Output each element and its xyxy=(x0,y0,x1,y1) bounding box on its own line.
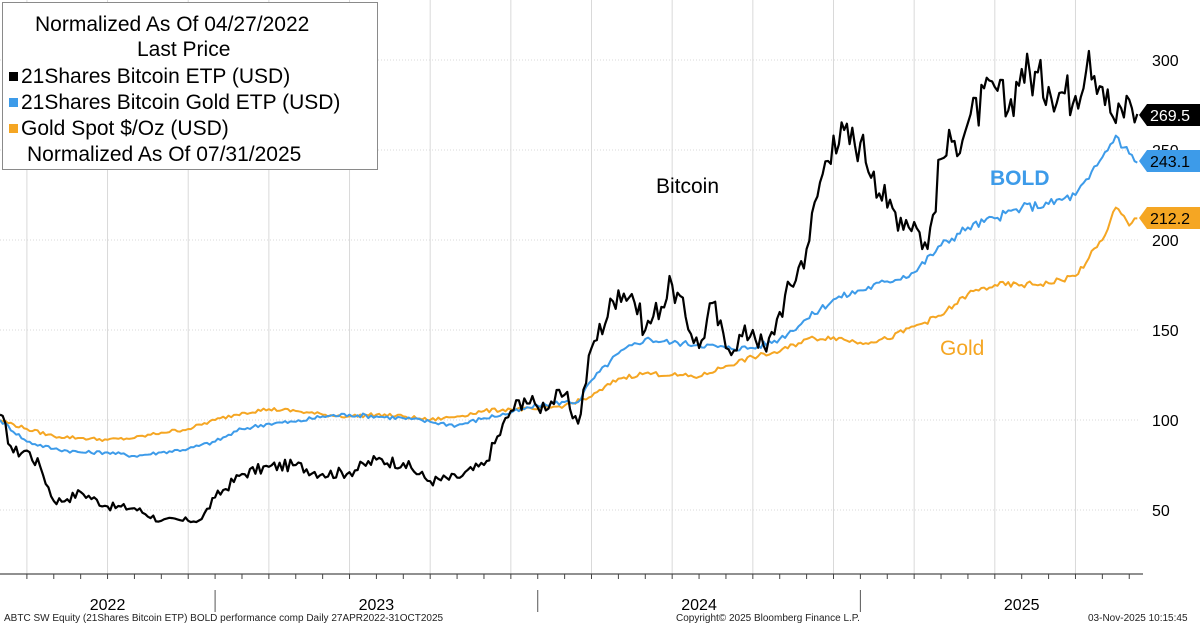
legend-title: Normalized As Of 04/27/2022 xyxy=(35,13,310,36)
last-value-tag-bitcoin: 269.5 xyxy=(1139,104,1200,126)
series-line-bitcoin xyxy=(0,49,1139,524)
last-value-bitcoin: 269.5 xyxy=(1150,108,1190,125)
footer-source: ABTC SW Equity (21Shares Bitcoin ETP) BO… xyxy=(4,613,444,624)
last-value-bold: 243.1 xyxy=(1150,154,1190,171)
x-tick-label: 2025 xyxy=(1004,597,1040,614)
legend-swatch-bold xyxy=(9,98,18,107)
y-tick-label: 150 xyxy=(1152,323,1179,340)
y-tick-label: 200 xyxy=(1152,233,1179,250)
legend: Normalized As Of 04/27/2022 Last Price 2… xyxy=(2,2,378,170)
last-value-tag-bold: 243.1 xyxy=(1139,150,1200,172)
footer-timestamp: 03-Nov-2025 10:15:45 xyxy=(1088,613,1188,624)
legend-label-bitcoin: 21Shares Bitcoin ETP (USD) xyxy=(21,65,291,88)
annotation-gold: Gold xyxy=(940,337,984,360)
legend-entry-gold: Gold Spot $/Oz (USD) xyxy=(9,117,229,141)
legend-label-gold: Gold Spot $/Oz (USD) xyxy=(21,117,229,140)
legend-swatch-gold xyxy=(9,124,18,133)
legend-swatch-bitcoin xyxy=(9,72,18,81)
x-tick-label: 2022 xyxy=(90,597,126,614)
footer-copyright: Copyright© 2025 Bloomberg Finance L.P. xyxy=(676,613,860,624)
y-tick-label: 300 xyxy=(1152,53,1179,70)
legend-normalized-note: Normalized As Of 07/31/2025 xyxy=(27,143,302,166)
y-tick-label: 50 xyxy=(1152,503,1170,520)
legend-subtitle-last-price: Last Price xyxy=(137,38,231,61)
series-lines xyxy=(0,49,1139,524)
x-tick-label: 2024 xyxy=(681,597,717,614)
x-axis: 2022 2023 2024 2025 xyxy=(26,574,1130,614)
legend-label-bold: 21Shares Bitcoin Gold ETP (USD) xyxy=(21,91,341,114)
annotation-bitcoin: Bitcoin xyxy=(656,175,719,198)
legend-entry-bold: 21Shares Bitcoin Gold ETP (USD) xyxy=(9,91,340,115)
last-value-tag-gold: 212.2 xyxy=(1139,207,1200,229)
annotation-bold: BOLD xyxy=(990,167,1050,190)
y-tick-label: 100 xyxy=(1152,413,1179,430)
x-tick-label: 2023 xyxy=(359,597,395,614)
last-value-gold: 212.2 xyxy=(1150,211,1190,228)
legend-entry-bitcoin: 21Shares Bitcoin ETP (USD) xyxy=(9,65,290,89)
